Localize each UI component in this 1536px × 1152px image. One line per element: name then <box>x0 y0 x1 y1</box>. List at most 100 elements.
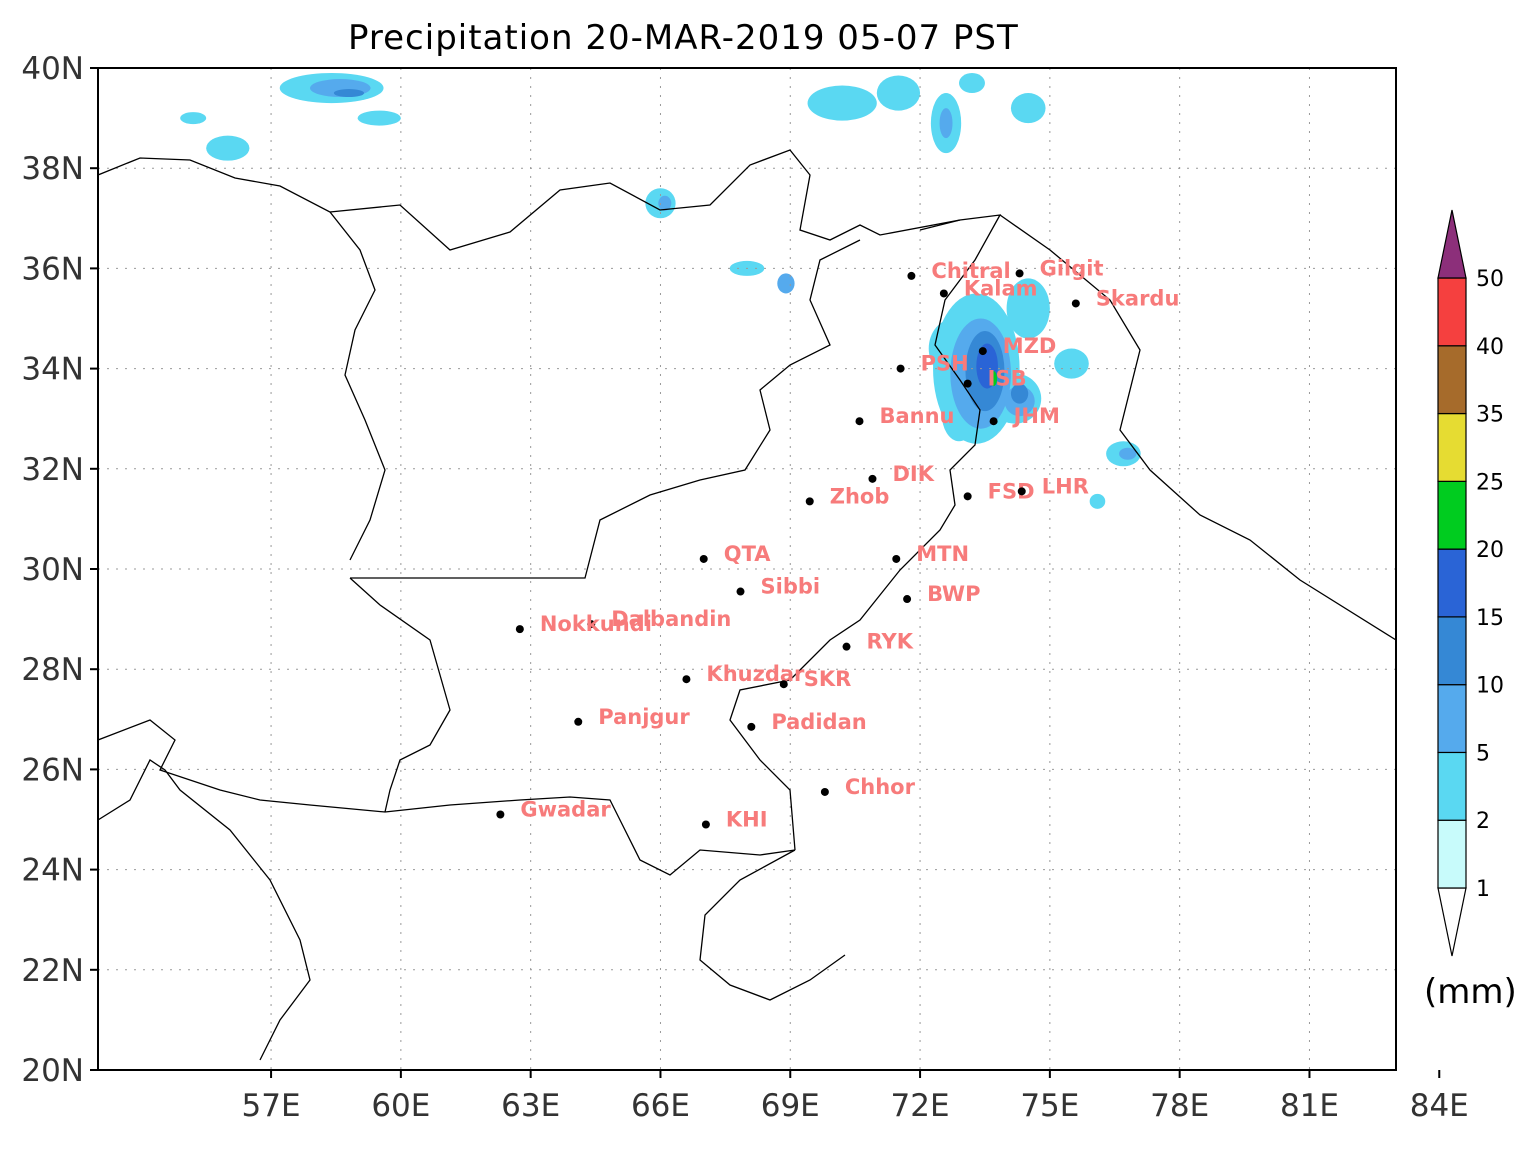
precip-area <box>1119 447 1137 460</box>
colorbar-swatch <box>1437 684 1467 754</box>
city-label: FSD <box>988 479 1035 503</box>
city-dot <box>1015 269 1024 278</box>
colorbar-over-triangle <box>1437 209 1467 279</box>
lon-tick-label: 57E <box>242 1088 301 1124</box>
city-label: SKR <box>804 667 852 691</box>
lon-tick-label: 66E <box>631 1088 690 1124</box>
city-dot <box>1017 487 1026 496</box>
colorbar-swatch <box>1437 548 1467 618</box>
colorbar-swatch <box>1437 480 1467 550</box>
city-dot <box>868 474 877 483</box>
colorbar-swatch <box>1437 345 1467 415</box>
city-dot <box>842 642 851 651</box>
city-label: Gilgit <box>1040 256 1104 280</box>
precip-area <box>1054 348 1089 379</box>
city-dot <box>736 587 745 596</box>
colorbar-label: 35 <box>1476 403 1504 428</box>
lat-tick-label: 36N <box>21 251 84 287</box>
city-label: Panjgur <box>598 705 690 729</box>
city-label: Skardu <box>1096 286 1180 310</box>
colorbar-label: 20 <box>1476 538 1504 563</box>
colorbar-label: 50 <box>1476 267 1504 292</box>
iran-coast <box>98 719 386 813</box>
city-dot <box>907 271 916 280</box>
city-dot <box>682 675 691 684</box>
precip-area <box>777 273 795 294</box>
oman-coast <box>98 759 311 1061</box>
city-label: DIK <box>892 462 934 486</box>
city-label: RYK <box>867 630 914 654</box>
city-dot <box>978 347 987 356</box>
lat-tick-label: 22N <box>21 953 84 989</box>
pakistan-afghan-border <box>350 239 861 579</box>
pakistan-coast <box>384 796 796 876</box>
pakistan-iran-border <box>349 577 451 813</box>
city-dot <box>699 554 708 563</box>
precip-area <box>876 75 921 111</box>
colorbar-swatch <box>1437 412 1467 482</box>
city-dot <box>892 554 901 563</box>
colorbar-label: 40 <box>1476 335 1504 360</box>
city-label: QTA <box>724 542 772 566</box>
lat-tick-label: 26N <box>21 752 84 788</box>
city-label: Padidan <box>771 710 866 734</box>
afghan-north-border <box>329 149 961 251</box>
lat-tick-label: 34N <box>21 352 84 388</box>
lat-tick-label: 24N <box>21 853 84 889</box>
lon-tick-label: 81E <box>1280 1088 1339 1124</box>
pakistan-india-border <box>729 214 1002 851</box>
coastline-iran-north <box>98 157 386 561</box>
city-dot <box>515 625 524 634</box>
precip-area <box>1010 383 1029 404</box>
precip-area <box>1089 493 1106 509</box>
city-label: Khuzdar <box>706 662 805 686</box>
colorbar-under-triangle <box>1437 887 1467 957</box>
lat-tick-label: 28N <box>21 652 84 688</box>
city-dot <box>701 820 710 829</box>
colorbar-swatch <box>1437 819 1467 889</box>
lon-tick-label: 72E <box>891 1088 950 1124</box>
city-dot <box>989 417 998 426</box>
precip-area <box>990 371 998 387</box>
city-label: Nokkundi <box>540 612 652 636</box>
lon-tick-label: 84E <box>1410 1088 1469 1124</box>
city-label: Kalam <box>964 276 1038 300</box>
precip-area <box>333 89 365 98</box>
colorbar-label: 25 <box>1476 470 1504 495</box>
city-label: Sibbi <box>761 575 821 599</box>
lat-tick-label: 38N <box>21 151 84 187</box>
precip-area <box>1010 93 1046 124</box>
colorbar-swatch <box>1437 277 1467 347</box>
city-label: KHI <box>726 808 768 832</box>
city-dot <box>574 717 583 726</box>
colorbar-unit: (mm) <box>1424 972 1517 1012</box>
india-west-coast <box>699 849 846 1001</box>
city-dot <box>587 620 596 629</box>
city-dot <box>779 680 788 689</box>
precip-area <box>180 112 207 125</box>
city-label: Zhob <box>830 484 890 508</box>
precip-area <box>959 73 985 94</box>
precip-area <box>658 195 672 211</box>
lat-tick-label: 32N <box>21 452 84 488</box>
colorbar-label: 15 <box>1476 606 1504 631</box>
city-dot <box>805 497 814 506</box>
lon-tick-label: 69E <box>761 1088 820 1124</box>
colorbar-label: 5 <box>1476 741 1490 766</box>
city-dot <box>903 595 912 604</box>
lat-tick-label: 30N <box>21 552 84 588</box>
lon-tick-label: 78E <box>1150 1088 1209 1124</box>
precip-area <box>1006 278 1050 339</box>
city-label: BWP <box>927 582 980 606</box>
lon-tick-label: 63E <box>501 1088 560 1124</box>
city-dot <box>747 722 756 731</box>
precip-area <box>939 108 953 139</box>
map-frame <box>97 67 1397 1071</box>
india-east <box>999 214 1396 641</box>
city-dot <box>855 417 864 426</box>
precipitation-layer <box>180 73 1141 509</box>
city-dot <box>963 492 972 501</box>
colorbar-label: 2 <box>1476 809 1490 834</box>
